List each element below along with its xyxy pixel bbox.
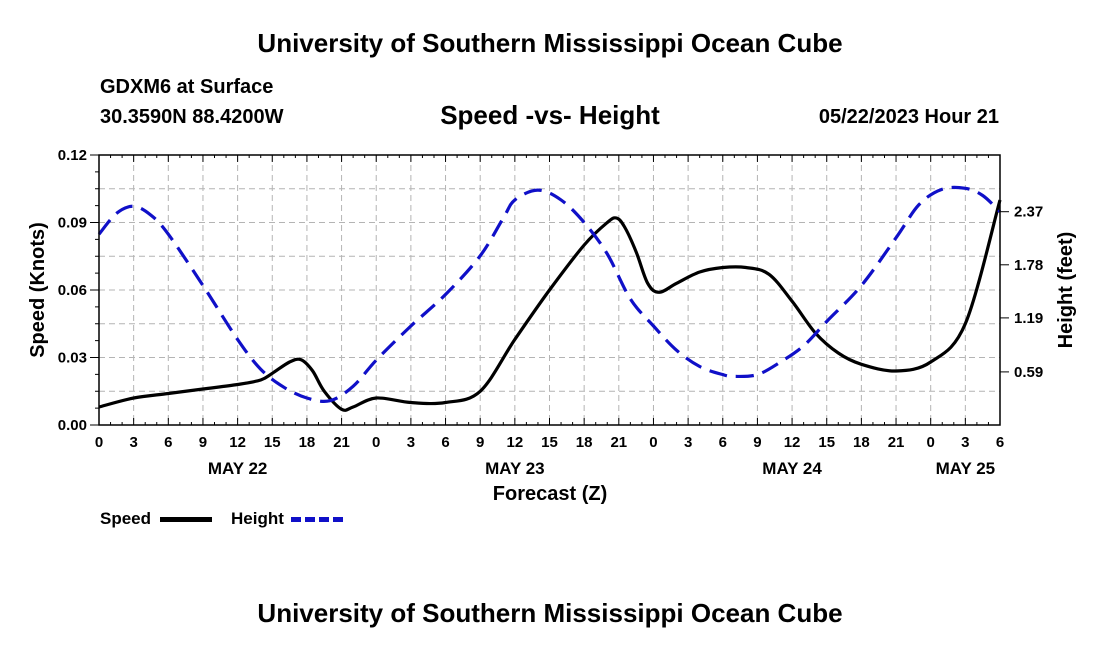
y-left-tick-label: 0.06 xyxy=(58,282,87,299)
x-tick-label: 21 xyxy=(333,434,350,451)
x-tick-label: 15 xyxy=(264,434,281,451)
x-tick-label: 6 xyxy=(996,434,1004,451)
date-label: MAY 23 xyxy=(485,459,545,478)
legend-speed-line xyxy=(160,517,212,522)
x-tick-label: 18 xyxy=(853,434,870,451)
station-label: GDXM6 at Surface xyxy=(100,76,274,98)
x-tick-label: 9 xyxy=(476,434,484,451)
date-label: MAY 24 xyxy=(762,459,822,478)
coordinates-label: 30.3590N 88.4200W xyxy=(100,106,284,128)
x-tick-label: 21 xyxy=(610,434,627,451)
x-tick-label: 18 xyxy=(299,434,316,451)
y-left-tick-label: 0.12 xyxy=(58,147,87,164)
x-tick-label: 3 xyxy=(129,434,137,451)
y-left-tick-label: 0.09 xyxy=(58,215,87,232)
x-tick-label: 3 xyxy=(684,434,692,451)
date-label: MAY 25 xyxy=(936,459,996,478)
legend-speed-label: Speed xyxy=(100,509,152,528)
y-axis-right-label: Height (feet) xyxy=(1055,232,1077,349)
valid-time-label: 05/22/2023 Hour 21 xyxy=(818,106,999,128)
x-tick-label: 0 xyxy=(927,434,935,451)
x-tick-label: 3 xyxy=(407,434,415,451)
grid xyxy=(99,155,1000,425)
axes: 0 3 6 9 12 15 18 21 0 3 6 9 12 15 18 21 0 3 6 9 12 15 18 21 0 3 6M… xyxy=(58,147,1043,478)
x-tick-label: 21 xyxy=(888,434,905,451)
x-axis-label: Forecast (Z) xyxy=(493,483,607,505)
x-tick-label: 12 xyxy=(507,434,524,451)
date-label: MAY 22 xyxy=(208,459,268,478)
y-axis-left-label: Speed (Knots) xyxy=(27,222,49,358)
x-tick-label: 6 xyxy=(164,434,172,451)
main-title: University of Southern Mississippi Ocean… xyxy=(257,28,843,58)
series-layer xyxy=(97,185,1002,412)
x-tick-label: 9 xyxy=(199,434,207,451)
x-tick-label: 0 xyxy=(372,434,380,451)
y-right-tick-label: 1.78 xyxy=(1014,257,1043,274)
height-series-line xyxy=(97,185,1002,404)
x-tick-label: 15 xyxy=(541,434,558,451)
x-tick-label: 6 xyxy=(719,434,727,451)
chart-title: Speed -vs- Height xyxy=(440,100,660,130)
y-right-tick-label: 1.19 xyxy=(1014,310,1043,327)
x-tick-label: 12 xyxy=(229,434,246,451)
y-right-tick-label: 0.59 xyxy=(1014,364,1043,381)
x-tick-label: 9 xyxy=(753,434,761,451)
x-tick-label: 12 xyxy=(784,434,801,451)
legend-height-label: Height xyxy=(231,509,284,528)
footer-title: University of Southern Mississippi Ocean… xyxy=(257,598,843,628)
x-tick-label: 3 xyxy=(961,434,969,451)
y-left-tick-label: 0.03 xyxy=(58,350,87,367)
legend-height-line xyxy=(291,517,343,522)
x-tick-label: 15 xyxy=(818,434,835,451)
x-tick-label: 18 xyxy=(576,434,593,451)
x-tick-label: 6 xyxy=(441,434,449,451)
x-tick-label: 0 xyxy=(649,434,657,451)
x-tick-label: 0 xyxy=(95,434,103,451)
y-right-tick-label: 2.37 xyxy=(1014,204,1043,221)
y-left-tick-label: 0.00 xyxy=(58,417,87,434)
